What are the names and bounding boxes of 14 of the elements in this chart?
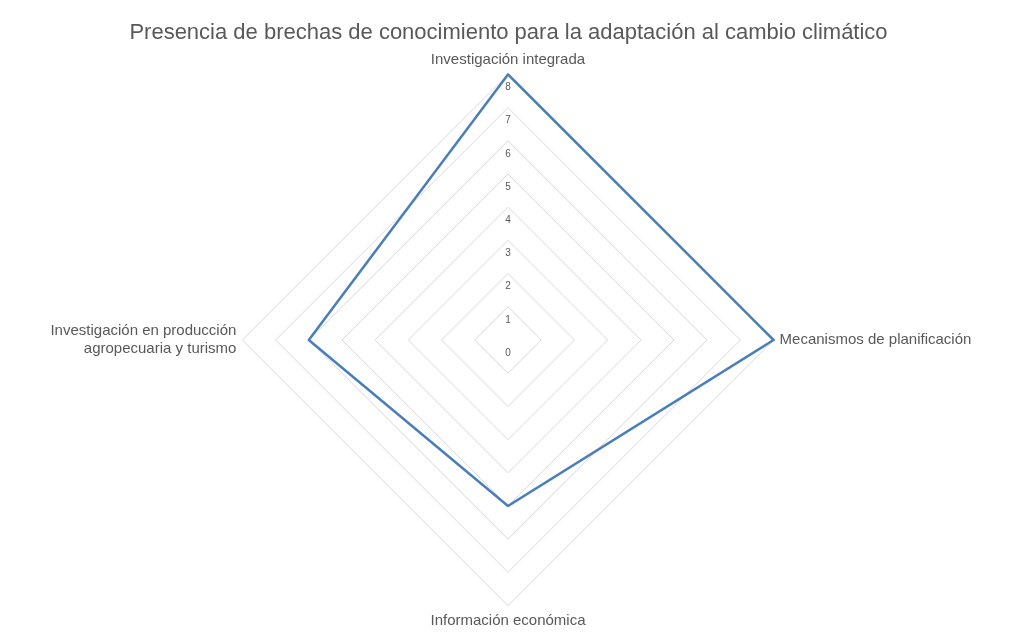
- spoke-label: Investigación integrada: [430, 49, 586, 67]
- spoke-label: Mecanismos de planificación: [779, 330, 972, 348]
- y-tick-label: 3: [505, 247, 512, 259]
- y-tick-label: 2: [505, 280, 512, 292]
- y-tick-label: 7: [505, 114, 512, 126]
- y-tick-label: 6: [505, 147, 512, 159]
- y-tick-label: 4: [505, 213, 512, 225]
- spoke-label: Investigación en producción agropecuaria y turismo: [50, 321, 237, 357]
- y-tick-label: 8: [505, 81, 512, 93]
- y-tick-label: 0: [505, 346, 512, 358]
- y-tick-label: 1: [505, 313, 512, 325]
- y-tick-label: 5: [505, 180, 512, 192]
- spoke-label: Información económica: [430, 610, 587, 628]
- chart-title: Presencia de brechas de conocimiento para la adaptación al cambio climático: [129, 19, 888, 45]
